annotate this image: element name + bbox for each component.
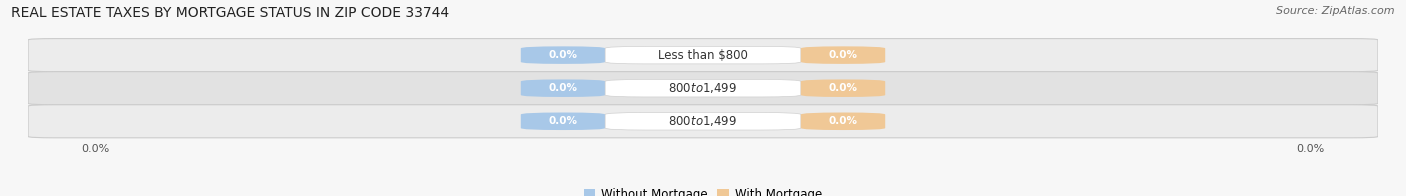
FancyBboxPatch shape [605,113,801,130]
Text: $800 to $1,499: $800 to $1,499 [668,114,738,128]
Text: $800 to $1,499: $800 to $1,499 [668,81,738,95]
FancyBboxPatch shape [520,113,605,130]
Text: Less than $800: Less than $800 [658,49,748,62]
Text: Source: ZipAtlas.com: Source: ZipAtlas.com [1277,6,1395,16]
FancyBboxPatch shape [28,105,1378,138]
Text: 0.0%: 0.0% [548,116,578,126]
Text: 0.0%: 0.0% [548,83,578,93]
Text: 0.0%: 0.0% [828,83,858,93]
FancyBboxPatch shape [28,39,1378,72]
Legend: Without Mortgage, With Mortgage: Without Mortgage, With Mortgage [583,188,823,196]
Text: 0.0%: 0.0% [828,116,858,126]
Text: 0.0%: 0.0% [548,50,578,60]
FancyBboxPatch shape [801,46,886,64]
FancyBboxPatch shape [801,79,886,97]
FancyBboxPatch shape [520,46,605,64]
FancyBboxPatch shape [28,72,1378,105]
FancyBboxPatch shape [605,79,801,97]
FancyBboxPatch shape [520,79,605,97]
Text: REAL ESTATE TAXES BY MORTGAGE STATUS IN ZIP CODE 33744: REAL ESTATE TAXES BY MORTGAGE STATUS IN … [11,6,450,20]
FancyBboxPatch shape [801,113,886,130]
Text: 0.0%: 0.0% [828,50,858,60]
FancyBboxPatch shape [605,46,801,64]
